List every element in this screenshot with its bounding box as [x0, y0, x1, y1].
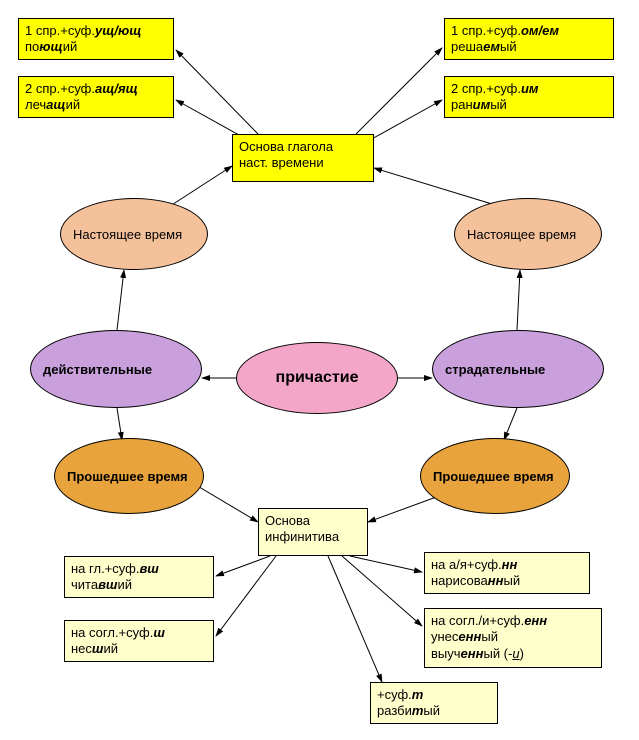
arrow-10 [176, 50, 258, 134]
bottomLeft-1: на согл.+суф.шнесший [64, 620, 214, 662]
voice-passive: страдательные [432, 330, 604, 408]
arrow-18 [328, 556, 382, 682]
topRight-1: 2 спр.+суф.имранимый [444, 76, 614, 118]
bottomLeft-0-example: читавший [71, 577, 132, 592]
arrow-2 [117, 270, 124, 330]
arrow-12 [356, 48, 442, 134]
arrow-14 [216, 556, 270, 576]
bottomLeft-1-example: несший [71, 641, 118, 656]
topRight-1-rule: 2 спр.+суф.им [451, 81, 539, 96]
stem-present: Основа глаголанаст. времени [232, 134, 374, 182]
bottomRight-1: на согл./и+суф.еннунесенныйвыученный (-и… [424, 608, 602, 668]
bottomRight-2: +суф.тразбитый [370, 682, 498, 724]
bottomRight-0: на а/я+суф.нннарисованный [424, 552, 590, 594]
tense-presR: Настоящее время [454, 198, 602, 270]
bottomRight-2-rule: +суф.т [377, 687, 423, 702]
arrow-4 [117, 408, 122, 440]
topRight-0-example: решаемый [451, 39, 517, 54]
arrow-5 [504, 408, 517, 440]
stem-present-l1: Основа глагола [239, 139, 333, 154]
tense-pastL: Прошедшее время [54, 438, 204, 514]
voice-active: действительные [30, 330, 202, 408]
center-participle: причастие [236, 342, 398, 414]
topRight-0: 1 спр.+суф.ом/емрешаемый [444, 18, 614, 60]
arrow-15 [216, 556, 276, 636]
bottomRight-0-example: нарисованный [431, 573, 520, 588]
tense-pastR-label: Прошедшее время [433, 469, 554, 484]
stem-present-l2: наст. времени [239, 155, 324, 170]
arrow-3 [517, 270, 520, 330]
stem-infinitive-l2: инфинитива [265, 529, 339, 544]
tense-pastR: Прошедшее время [420, 438, 570, 514]
tense-presL: Настоящее время [60, 198, 208, 270]
bottomLeft-0-rule: на гл.+суф.вш [71, 561, 159, 576]
tense-presL-label: Настоящее время [73, 227, 182, 242]
stem-infinitive-l1: Основа [265, 513, 310, 528]
voice-active-label: действительные [43, 362, 152, 377]
topRight-0-rule: 1 спр.+суф.ом/ем [451, 23, 559, 38]
arrow-13 [370, 100, 442, 140]
topLeft-1: 2 спр.+суф.ащ/ящлечащий [18, 76, 174, 118]
topLeft-0: 1 спр.+суф.ущ/ющпоющий [18, 18, 174, 60]
topLeft-1-rule: 2 спр.+суф.ащ/ящ [25, 81, 138, 96]
center-label: причастие [276, 369, 359, 387]
arrow-7 [374, 168, 492, 204]
bottomLeft-1-rule: на согл.+суф.ш [71, 625, 165, 640]
bottomRight-2-example: разбитый [377, 703, 440, 718]
topLeft-0-example: поющий [25, 39, 77, 54]
stem-infinitive: Основаинфинитива [258, 508, 368, 556]
bottomRight-0-rule: на а/я+суф.нн [431, 557, 517, 572]
tense-pastL-label: Прошедшее время [67, 469, 188, 484]
topRight-1-example: ранимый [451, 97, 507, 112]
bottomLeft-0: на гл.+суф.вшчитавший [64, 556, 214, 598]
arrow-17 [342, 556, 422, 626]
topLeft-0-rule: 1 спр.+суф.ущ/ющ [25, 23, 141, 38]
topLeft-1-example: лечащий [25, 97, 80, 112]
voice-passive-label: страдательные [445, 362, 545, 377]
tense-presR-label: Настоящее время [467, 227, 576, 242]
arrow-16 [350, 556, 422, 572]
